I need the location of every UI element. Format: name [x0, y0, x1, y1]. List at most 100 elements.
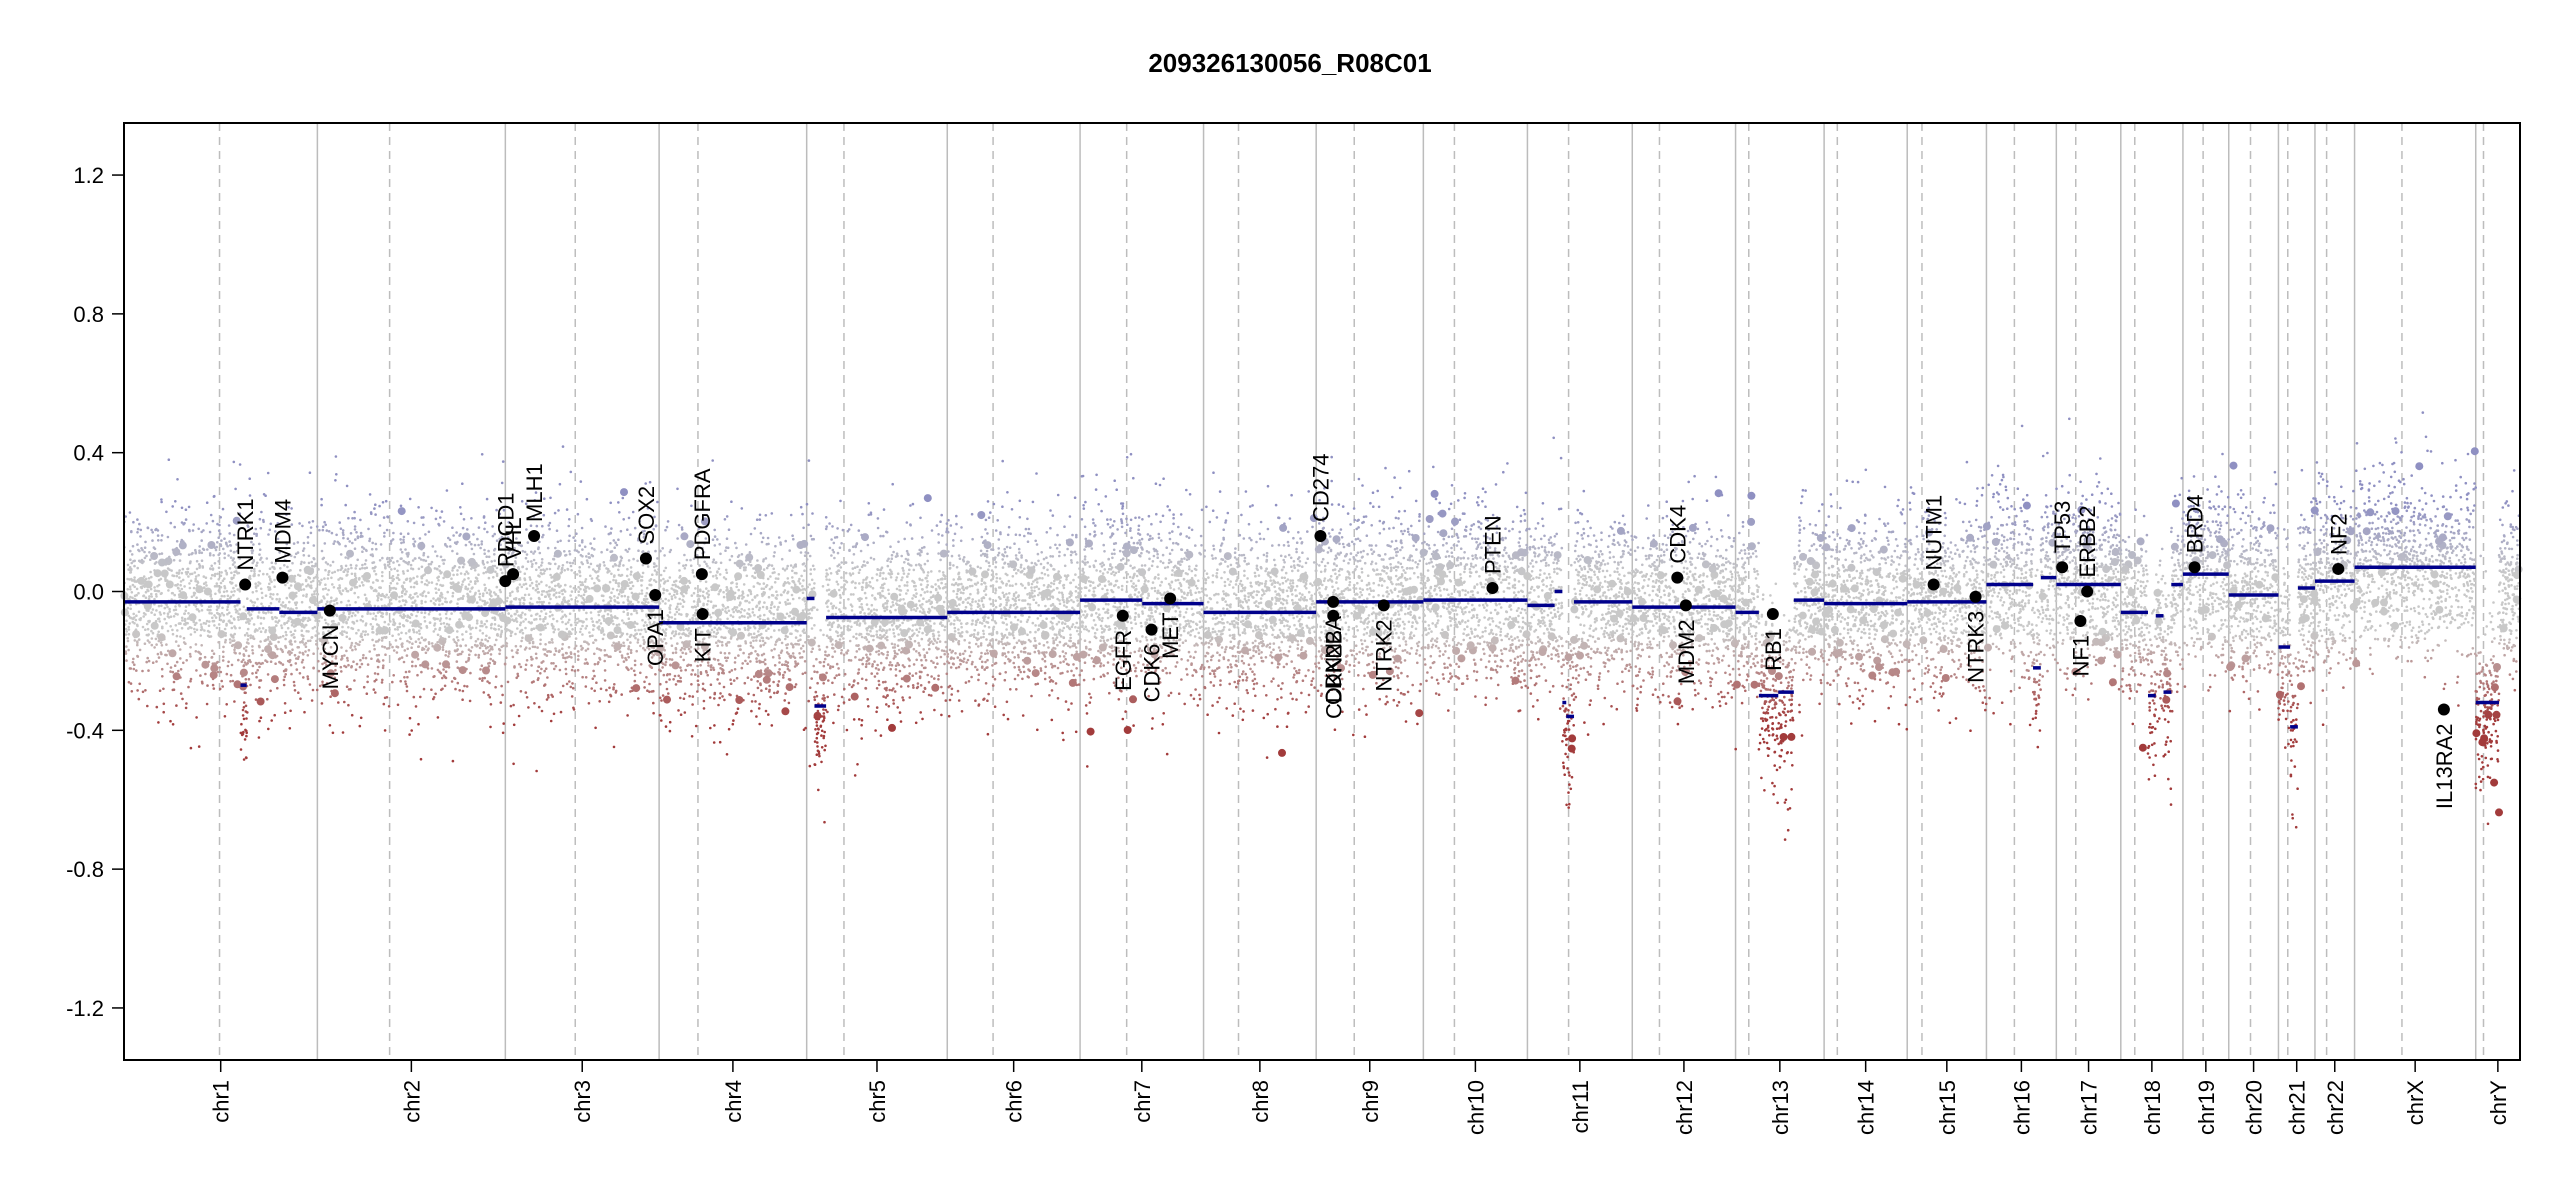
probe-point: [612, 539, 616, 542]
probe-point: [171, 548, 175, 552]
probe-point: [342, 536, 345, 540]
probe-point: [423, 611, 427, 615]
probe-point: [535, 583, 538, 587]
probe-point: [347, 553, 351, 556]
probe-point: [211, 567, 215, 570]
probe-point: [803, 600, 807, 603]
probe-point: [397, 658, 401, 661]
probe-point: [304, 623, 308, 627]
probe-point: [177, 572, 180, 575]
probe-point: [127, 648, 130, 652]
probe-point: [463, 572, 467, 576]
probe-point: [561, 592, 564, 596]
probe-point: [350, 572, 354, 576]
probe-point: [137, 559, 141, 563]
probe-point: [259, 630, 263, 633]
probe-point: [717, 662, 721, 666]
probe-point: [366, 675, 370, 678]
probe-point: [303, 643, 306, 646]
probe-point: [370, 512, 373, 516]
probe-point: [304, 578, 308, 582]
probe-point: [124, 652, 128, 655]
probe-point: [133, 559, 136, 563]
probe-point: [151, 531, 154, 534]
probe-point: [284, 646, 288, 649]
probe-point: [392, 612, 396, 615]
probe-point: [406, 619, 409, 623]
probe-point: [554, 584, 557, 588]
probe-point: [746, 616, 750, 619]
probe-point: [728, 558, 732, 562]
probe-point: [677, 663, 680, 666]
probe-point: [399, 679, 403, 683]
probe-point: [281, 634, 285, 638]
probe-point: [635, 575, 638, 579]
probe-point: [559, 710, 563, 714]
probe-point: [684, 563, 688, 567]
probe-point: [415, 631, 419, 634]
probe-point: [632, 574, 636, 577]
probe-point: [339, 553, 343, 556]
probe-point: [284, 605, 287, 609]
probe-point: [421, 574, 425, 577]
probe-point: [156, 633, 160, 636]
probe-point: [159, 641, 163, 644]
probe-point: [558, 595, 561, 599]
probe-point: [493, 643, 497, 647]
probe-point: [569, 623, 573, 627]
probe-point: [155, 609, 158, 612]
probe-point: [500, 645, 504, 649]
probe-point: [609, 693, 612, 697]
probe-point: [299, 562, 303, 566]
probe-point: [569, 470, 573, 474]
probe-point: [776, 608, 779, 611]
probe-point: [465, 630, 468, 633]
probe-point: [142, 594, 145, 598]
probe-point: [331, 571, 334, 575]
probe-point: [333, 599, 336, 602]
probe-point: [690, 594, 694, 597]
probe-point: [330, 531, 334, 535]
probe-point: [427, 642, 431, 645]
probe-point: [562, 656, 565, 659]
probe-point: [143, 579, 147, 583]
probe-point: [544, 643, 547, 646]
probe-point: [784, 637, 787, 641]
probe-point: [424, 645, 428, 648]
probe-point: [342, 570, 346, 573]
probe-point: [286, 565, 289, 569]
probe-point: [747, 633, 750, 637]
probe-point: [238, 626, 241, 630]
probe-point: [373, 507, 376, 510]
probe-point: [436, 668, 440, 672]
probe-point: [615, 634, 618, 638]
probe-point: [586, 561, 589, 564]
probe-point: [693, 575, 696, 578]
probe-point: [267, 588, 271, 592]
probe-point: [520, 596, 524, 600]
probe-point: [420, 611, 423, 614]
probe-point: [228, 540, 231, 543]
probe-point: [564, 615, 568, 618]
probe-point: [639, 632, 642, 636]
probe-point: [172, 680, 176, 684]
probe-point: [421, 541, 424, 545]
probe-point: [396, 610, 400, 613]
probe-point: [459, 611, 463, 615]
probe-point: [252, 637, 256, 641]
probe-point: [195, 559, 199, 563]
probe-point: [626, 638, 629, 642]
probe-point: [195, 596, 198, 599]
probe-point: [411, 642, 414, 645]
probe-point: [234, 626, 237, 630]
probe-point: [373, 672, 377, 675]
probe-point: [483, 548, 486, 552]
probe-point: [371, 581, 375, 584]
probe-point: [489, 703, 493, 706]
probe-point: [133, 639, 137, 642]
probe-point: [301, 651, 305, 655]
probe-point: [469, 671, 472, 675]
probe-point: [247, 610, 251, 614]
probe-point: [144, 613, 147, 616]
probe-point: [677, 523, 681, 527]
